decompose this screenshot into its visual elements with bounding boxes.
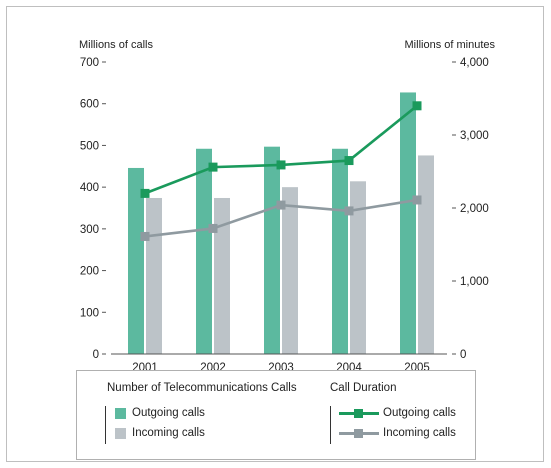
bar-outgoing-2004: [332, 148, 348, 354]
right-axis-tick-label: 3,000: [460, 130, 489, 142]
legend-marker-incoming-line: [339, 428, 379, 439]
bar-incoming-2004: [350, 181, 366, 354]
right-axis-tick-label: 2,000: [460, 203, 489, 215]
x-axis-tick-label: 2004: [336, 362, 362, 374]
left-axis-title: Millions of calls: [79, 39, 153, 51]
left-axis-tick-label: 0: [93, 349, 99, 361]
point-outgoing-2002: [208, 162, 218, 172]
bar-outgoing-2001: [128, 167, 144, 354]
legend-swatch-outgoing-bar: [115, 407, 126, 419]
point-incoming-2002: [208, 223, 218, 233]
point-incoming-2001: [140, 231, 150, 241]
right-axis-title: Millions of minutes: [405, 39, 496, 51]
line-outgoing: [144, 104, 418, 195]
bar-incoming-2003: [282, 187, 298, 354]
right-axis-tick-label: 4,000: [460, 57, 489, 69]
left-axis-tick-label: 400: [80, 182, 99, 194]
legend-item-outgoing-bar: Outgoing calls: [115, 407, 205, 419]
bar-incoming-2005: [418, 155, 434, 354]
legend-marker-outgoing-line: [339, 408, 379, 419]
bar-outgoing-2003: [264, 146, 280, 354]
left-axis: 0 100 200 300 400 500 600 700: [80, 57, 106, 361]
legend-item-outgoing-line: Outgoing calls: [339, 407, 456, 419]
bar-incoming-2002: [214, 197, 230, 354]
legend: Number of Telecommunications Calls Call …: [76, 370, 476, 460]
legend-lines-title: Call Duration: [330, 382, 397, 394]
left-axis-tick-label: 300: [80, 224, 99, 236]
x-axis-tick-label: 2001: [132, 362, 158, 374]
left-axis-tick-label: 200: [80, 266, 99, 278]
point-incoming-2005: [412, 195, 422, 205]
x-axis-tick-label: 2003: [268, 362, 294, 374]
legend-label-outgoing-bar: Outgoing calls: [132, 407, 205, 419]
right-axis: 0 1,000 2,000 3,000 4,000: [452, 57, 489, 361]
bar-outgoing-2002: [196, 148, 212, 354]
legend-label-incoming-bar: Incoming calls: [132, 427, 205, 439]
bar-series-group: [128, 92, 434, 355]
point-outgoing-2001: [140, 188, 150, 198]
left-axis-tick-label: 600: [80, 99, 99, 111]
point-incoming-2004: [344, 206, 354, 216]
bar-outgoing-2005: [400, 92, 416, 355]
x-axis: 2001 2002 2003 2004 2005: [111, 353, 447, 374]
x-axis-tick-label: 2005: [404, 362, 430, 374]
right-axis-tick-label: 1,000: [460, 276, 489, 288]
x-axis-tick-label: 2002: [200, 362, 226, 374]
legend-item-incoming-line: Incoming calls: [339, 427, 456, 439]
point-outgoing-2005: [412, 101, 422, 111]
legend-bars-title: Number of Telecommunications Calls: [107, 382, 297, 394]
legend-item-incoming-bar: Incoming calls: [115, 427, 205, 439]
legend-label-outgoing-line: Outgoing calls: [383, 407, 456, 419]
line-series-group: [140, 101, 422, 241]
legend-label-incoming-line: Incoming calls: [383, 427, 456, 439]
legend-bars-bracket: [105, 406, 106, 444]
bar-incoming-2001: [146, 197, 162, 354]
right-axis-tick-label: 0: [460, 349, 466, 361]
point-outgoing-2004: [344, 156, 354, 166]
left-axis-tick-label: 700: [80, 57, 99, 69]
point-incoming-2003: [276, 200, 286, 210]
chart-frame: [6, 6, 544, 462]
legend-lines-bracket: [330, 406, 331, 444]
left-axis-tick-label: 500: [80, 140, 99, 152]
left-axis-tick-label: 100: [80, 307, 99, 319]
legend-swatch-incoming-bar: [115, 427, 126, 439]
point-outgoing-2003: [276, 160, 286, 170]
